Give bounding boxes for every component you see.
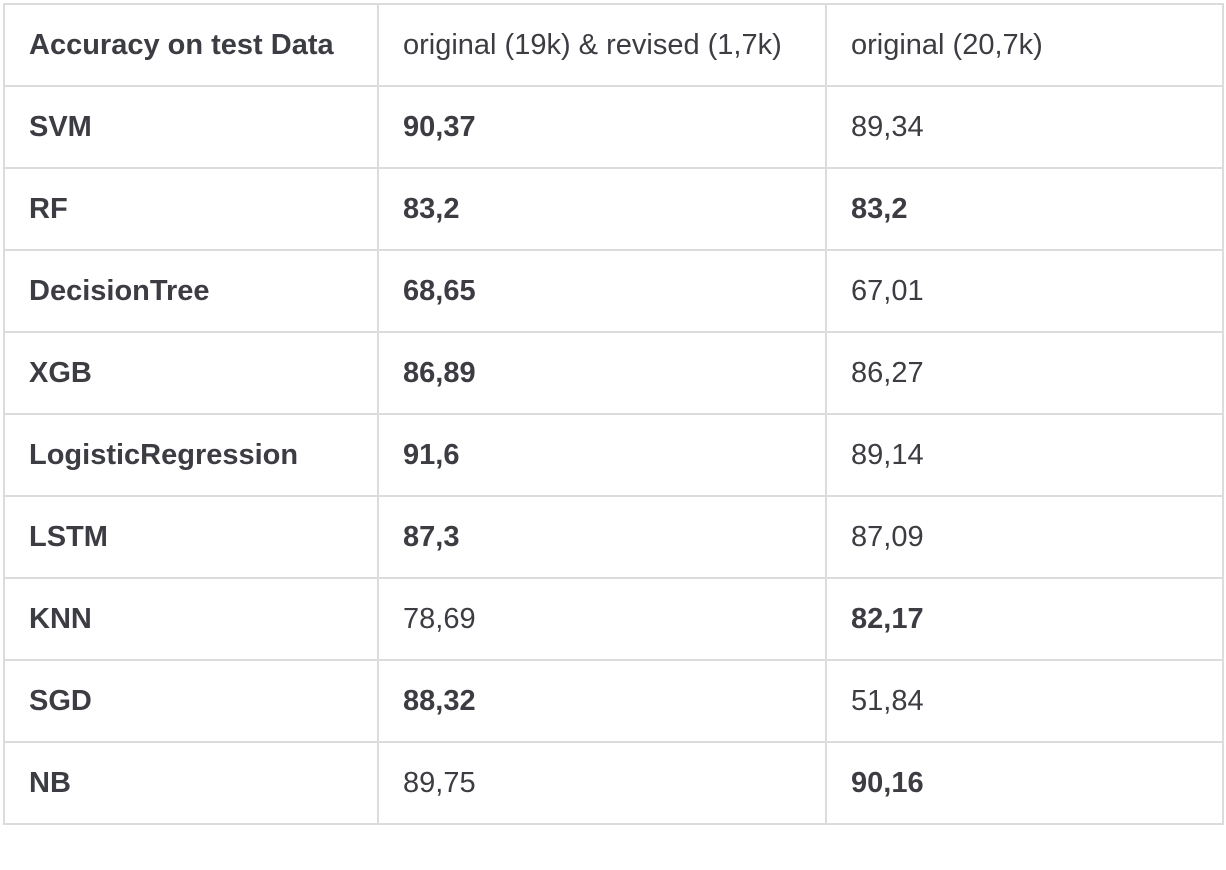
model-name: SVM <box>3 85 379 169</box>
accuracy-original: 51,84 <box>825 659 1224 743</box>
model-name: LogisticRegression <box>3 413 379 497</box>
header-original: original (20,7k) <box>825 3 1224 87</box>
accuracy-original: 89,34 <box>825 85 1224 169</box>
table-header-row: Accuracy on test Data original (19k) & r… <box>3 3 1224 87</box>
table-row: LSTM 87,3 87,09 <box>3 495 1224 579</box>
model-name: KNN <box>3 577 379 661</box>
table-row: XGB 86,89 86,27 <box>3 331 1224 415</box>
table-row: SVM 90,37 89,34 <box>3 85 1224 169</box>
accuracy-table: Accuracy on test Data original (19k) & r… <box>3 3 1224 825</box>
accuracy-original: 83,2 <box>825 167 1224 251</box>
table-row: KNN 78,69 82,17 <box>3 577 1224 661</box>
model-name: RF <box>3 167 379 251</box>
accuracy-original-revised: 86,89 <box>377 331 827 415</box>
accuracy-original: 86,27 <box>825 331 1224 415</box>
accuracy-original-revised: 89,75 <box>377 741 827 825</box>
table-row: LogisticRegression 91,6 89,14 <box>3 413 1224 497</box>
accuracy-original-revised: 83,2 <box>377 167 827 251</box>
accuracy-original: 87,09 <box>825 495 1224 579</box>
accuracy-original-revised: 68,65 <box>377 249 827 333</box>
model-name: SGD <box>3 659 379 743</box>
accuracy-original-revised: 90,37 <box>377 85 827 169</box>
accuracy-original-revised: 91,6 <box>377 413 827 497</box>
accuracy-original-revised: 88,32 <box>377 659 827 743</box>
model-name: XGB <box>3 331 379 415</box>
table-row: RF 83,2 83,2 <box>3 167 1224 251</box>
table-row: NB 89,75 90,16 <box>3 741 1224 825</box>
table-row: DecisionTree 68,65 67,01 <box>3 249 1224 333</box>
accuracy-original: 90,16 <box>825 741 1224 825</box>
accuracy-original-revised: 87,3 <box>377 495 827 579</box>
model-name: LSTM <box>3 495 379 579</box>
header-metric: Accuracy on test Data <box>3 3 379 87</box>
accuracy-table-container: Accuracy on test Data original (19k) & r… <box>3 3 1224 825</box>
header-original-revised: original (19k) & revised (1,7k) <box>377 3 827 87</box>
model-name: NB <box>3 741 379 825</box>
table-row: SGD 88,32 51,84 <box>3 659 1224 743</box>
accuracy-original: 67,01 <box>825 249 1224 333</box>
accuracy-original: 89,14 <box>825 413 1224 497</box>
model-name: DecisionTree <box>3 249 379 333</box>
accuracy-original-revised: 78,69 <box>377 577 827 661</box>
accuracy-original: 82,17 <box>825 577 1224 661</box>
